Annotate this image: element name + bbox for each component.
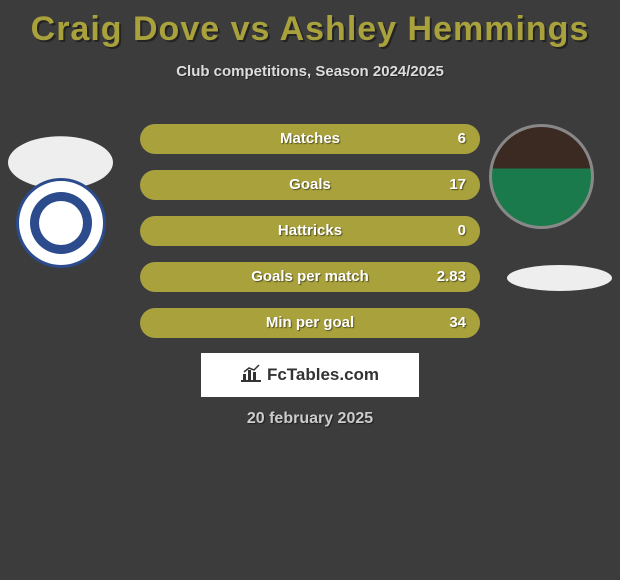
- stat-label: Goals per match: [140, 262, 480, 292]
- stat-row: Hattricks 0: [140, 216, 480, 246]
- page-title: Craig Dove vs Ashley Hemmings: [0, 0, 620, 49]
- stat-label: Min per goal: [140, 308, 480, 338]
- date-text: 20 february 2025: [0, 410, 620, 428]
- brand-text: FcTables.com: [267, 365, 379, 385]
- club-right-logo: [507, 265, 612, 291]
- stat-value: 6: [458, 124, 466, 154]
- stat-label: Matches: [140, 124, 480, 154]
- player-right-avatar: [489, 124, 594, 229]
- stat-label: Goals: [140, 170, 480, 200]
- club-left-inner: [39, 201, 83, 245]
- stat-row: Matches 6: [140, 124, 480, 154]
- stat-row: Min per goal 34: [140, 308, 480, 338]
- stat-value: 0: [458, 216, 466, 246]
- chart-icon: [241, 364, 261, 387]
- club-left-logo: [16, 178, 106, 268]
- stat-value: 2.83: [437, 262, 466, 292]
- stat-label: Hattricks: [140, 216, 480, 246]
- stat-value: 34: [449, 308, 466, 338]
- stats-table: Matches 6 Goals 17 Hattricks 0 Goals per…: [140, 124, 480, 354]
- stat-row: Goals 17: [140, 170, 480, 200]
- subtitle: Club competitions, Season 2024/2025: [0, 63, 620, 80]
- brand-badge: FcTables.com: [201, 353, 419, 397]
- stat-row: Goals per match 2.83: [140, 262, 480, 292]
- stat-value: 17: [449, 170, 466, 200]
